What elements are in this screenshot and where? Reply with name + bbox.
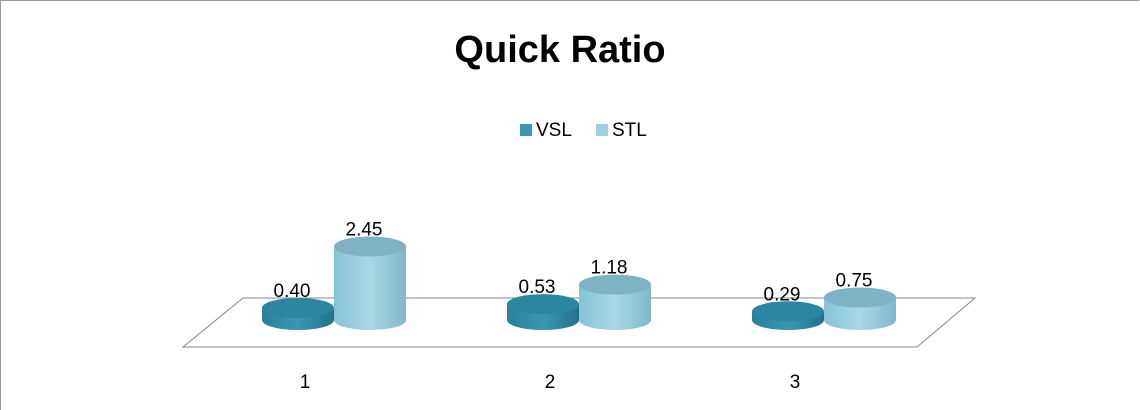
cylinder-top [507,294,579,315]
chart-title: Quick Ratio [454,29,665,71]
cylinder-top [262,298,334,318]
x-tick-label: 1 [300,372,311,393]
cylinder-top [824,287,896,308]
cylinder [579,284,651,330]
value-label: 0.53 [519,277,556,298]
cylinder [334,246,406,330]
cylinder-top [752,301,824,322]
value-label: 1.18 [591,258,628,279]
value-label: 0.75 [836,271,873,292]
legend-label: VSL [536,120,572,141]
value-label: 0.40 [274,281,311,302]
legend-swatch [596,124,608,136]
cylinder-top [334,236,406,257]
legend-swatch [520,124,532,136]
value-label: 0.29 [764,284,801,305]
legend-label: STL [612,120,647,141]
value-label: 2.45 [346,220,383,241]
cylinder-top [579,274,651,295]
x-tick-label: 2 [545,372,556,393]
x-tick-label: 3 [790,372,801,393]
